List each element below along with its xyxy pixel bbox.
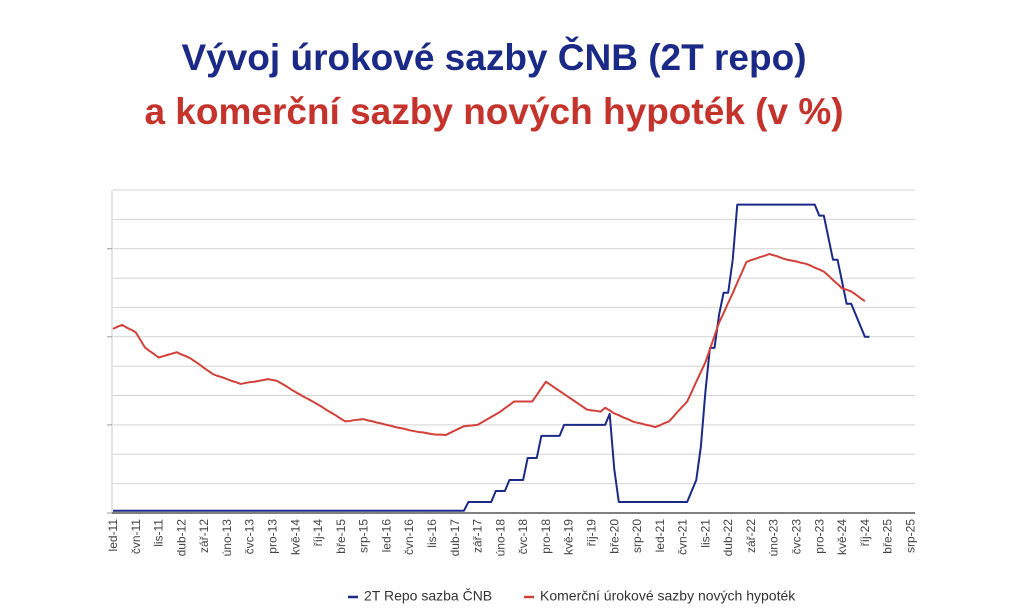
legend-label: Komerční úrokové sazby nových hypoték xyxy=(540,588,796,604)
x-tick-label: úno-13 xyxy=(220,519,234,557)
x-tick-label: kvě-19 xyxy=(562,519,576,555)
x-tick-label: bře-15 xyxy=(334,519,348,554)
x-tick-label: srp-15 xyxy=(357,519,371,553)
x-tick-label: dub-22 xyxy=(721,519,735,557)
x-tick-label: čvn-11 xyxy=(129,519,143,554)
x-tick-label: pro-23 xyxy=(812,519,826,554)
x-tick-label: lis-16 xyxy=(425,519,439,548)
x-tick-label: úno-23 xyxy=(767,519,781,557)
x-tick-label: srp-20 xyxy=(630,519,644,553)
x-tick-label: led-21 xyxy=(653,519,667,553)
x-tick-label: kvě-14 xyxy=(288,519,302,555)
x-tick-label: led-11 xyxy=(106,519,120,552)
x-tick-label: úno-18 xyxy=(493,519,507,557)
x-tick-label: led-16 xyxy=(379,519,393,553)
x-tick-label: čvc-18 xyxy=(516,519,530,555)
legend-label: 2T Repo sazba ČNB xyxy=(364,588,492,604)
x-tick-label: říj-14 xyxy=(311,519,325,547)
x-tick-label: čvc-13 xyxy=(243,519,257,555)
x-tick-label: pro-18 xyxy=(539,519,553,554)
series-line xyxy=(112,253,866,437)
chart-title: a komerční sazby nových hypoték (v %) xyxy=(144,91,843,132)
x-tick-label: dub-12 xyxy=(174,519,188,557)
x-tick-label: zář-22 xyxy=(744,519,758,553)
x-tick-label: kvě-24 xyxy=(835,519,849,555)
x-tick-label: čvn-21 xyxy=(676,519,690,555)
x-tick-label: čvn-16 xyxy=(402,519,416,555)
x-tick-label: říj-19 xyxy=(584,519,598,547)
x-tick-label: čvc-23 xyxy=(790,519,804,555)
chart-title: Vývoj úrokové sazby ČNB (2T repo) xyxy=(181,36,806,78)
x-tick-label: pro-13 xyxy=(265,519,279,554)
x-tick-label: lis-21 xyxy=(698,519,712,548)
x-tick-label: říj-24 xyxy=(858,519,872,547)
x-tick-label: bře-20 xyxy=(607,519,621,554)
x-tick-label: zář-12 xyxy=(197,519,211,553)
x-tick-label: zář-17 xyxy=(471,519,485,553)
x-tick-label: lis-11 xyxy=(152,519,166,547)
x-tick-label: dub-17 xyxy=(448,519,462,557)
x-tick-label: srp-25 xyxy=(903,519,917,553)
x-tick-label: bře-25 xyxy=(881,519,895,554)
series-line xyxy=(113,203,870,512)
